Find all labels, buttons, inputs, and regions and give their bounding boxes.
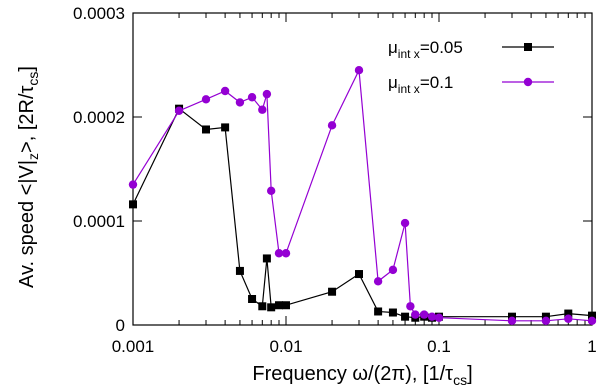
series-2 (128, 66, 597, 326)
x-tick-label: 0.001 (112, 337, 155, 356)
series-line (132, 107, 593, 319)
data-point (388, 265, 398, 275)
data-point (541, 316, 551, 326)
data-point (201, 95, 211, 104)
data-point (434, 313, 444, 322)
x-tick-label: 1 (587, 337, 596, 356)
data-point (327, 121, 337, 130)
data-point (201, 125, 210, 134)
data-point (388, 308, 397, 317)
data-point (129, 200, 137, 209)
data-point (262, 254, 271, 263)
axes: 0.001 0.01 0.1 1 0 0.0001 0.0002 0.0003 (73, 4, 597, 356)
data-point (282, 301, 290, 310)
data-point (258, 105, 267, 114)
data-point (587, 316, 597, 326)
data-point (419, 310, 429, 319)
data-point (267, 303, 276, 312)
y-tick-label: 0.0002 (73, 108, 125, 127)
data-point (564, 314, 573, 323)
legend-marker (523, 77, 533, 87)
legend: μint x=0.05 μint x=0.1 (388, 38, 554, 96)
data-point (354, 66, 364, 75)
data-point (374, 307, 383, 316)
y-tick-label: 0.0003 (73, 4, 125, 23)
data-point (235, 266, 244, 275)
data-point (128, 180, 138, 189)
data-point (258, 302, 267, 311)
data-point (274, 301, 283, 310)
data-point (221, 123, 230, 132)
data-point (235, 98, 245, 107)
data-point (174, 106, 184, 115)
data-point (427, 312, 437, 321)
data-point (354, 270, 363, 279)
data-point (564, 309, 573, 318)
data-point (400, 218, 410, 228)
legend-label: μint x=0.1 (388, 73, 453, 96)
x-axis-label: Frequency ω/(2π), [1/τcs] (252, 363, 472, 388)
series-group (128, 66, 597, 326)
legend-marker (524, 43, 532, 51)
data-point (247, 93, 257, 102)
data-point (588, 311, 596, 320)
data-point (507, 316, 517, 326)
data-point (401, 312, 410, 321)
series-1 (129, 104, 596, 322)
plot-frame (132, 12, 593, 326)
data-point (328, 287, 337, 296)
data-point (274, 249, 284, 258)
y-axis-label: Av. speed <|V|z>, [2R/τcs] (16, 66, 41, 288)
data-point (248, 295, 257, 303)
data-point (281, 249, 291, 258)
data-point (266, 186, 276, 196)
y-tick-label: 0.0001 (73, 212, 125, 231)
data-point (373, 277, 383, 286)
axis-labels: Frequency ω/(2π), [1/τcs] Av. speed <|V|z… (16, 66, 473, 388)
x-tick-label: 0.1 (427, 337, 451, 356)
series-line (132, 68, 593, 322)
data-point (220, 86, 230, 96)
data-point (406, 302, 415, 311)
data-point (262, 89, 272, 99)
data-point (411, 310, 420, 319)
legend-label: μint x=0.05 (388, 38, 463, 61)
y-tick-label: 0 (116, 316, 125, 335)
x-tick-label: 0.01 (269, 337, 302, 356)
